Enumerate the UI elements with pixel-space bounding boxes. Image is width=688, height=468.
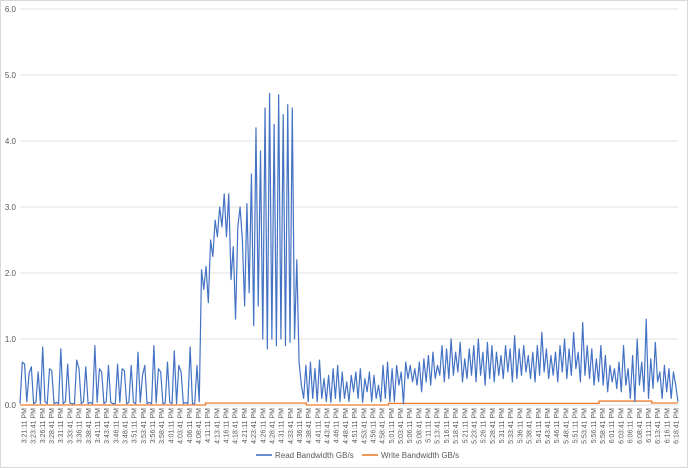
x-tick-label: 5:26:11 PM bbox=[481, 408, 488, 443]
x-tick-label: 3:23:41 PM bbox=[31, 408, 38, 444]
x-tick-label: 6:06:11 PM bbox=[628, 408, 635, 443]
x-tick-label: 4:51:11 PM bbox=[352, 408, 359, 443]
x-tick-label: 5:33:41 PM bbox=[508, 408, 515, 444]
x-tick-label: 6:16:11 PM bbox=[664, 408, 671, 443]
x-tick-label: 5:43:41 PM bbox=[545, 408, 552, 444]
x-tick-label: 5:18:41 PM bbox=[453, 408, 460, 444]
series-line-write-bandwidth bbox=[20, 400, 678, 406]
legend-label: Read Bandwidth GB/s bbox=[275, 451, 354, 460]
x-tick-label: 3:51:11 PM bbox=[132, 408, 139, 443]
x-tick-label: 4:21:11 PM bbox=[242, 408, 249, 443]
x-tick-label: 4:36:11 PM bbox=[297, 408, 304, 443]
x-tick-label: 5:48:41 PM bbox=[563, 408, 570, 444]
x-tick-label: 4:31:11 PM bbox=[279, 408, 286, 443]
x-tick-label: 4:33:41 PM bbox=[288, 408, 295, 444]
x-tick-label: 5:38:41 PM bbox=[527, 408, 534, 444]
y-tick-label: 4.0 bbox=[5, 137, 17, 146]
y-tick-label: 3.0 bbox=[5, 203, 17, 212]
x-tick-label: 5:41:11 PM bbox=[536, 408, 543, 443]
x-tick-label: 5:36:11 PM bbox=[517, 408, 524, 443]
x-tick-label: 4:46:11 PM bbox=[334, 408, 341, 443]
x-tick-label: 4:13:41 PM bbox=[214, 408, 221, 444]
x-tick-label: 4:08:41 PM bbox=[196, 408, 203, 444]
x-tick-label: 4:53:41 PM bbox=[361, 408, 368, 444]
x-tick-label: 4:11:11 PM bbox=[205, 408, 212, 443]
x-tick-label: 5:51:11 PM bbox=[572, 408, 579, 443]
legend-label: Write Bandwidth GB/s bbox=[381, 451, 459, 460]
x-tick-label: 3:21:11 PM bbox=[22, 408, 29, 443]
series-layer bbox=[19, 92, 679, 406]
x-tick-label: 5:11:11 PM bbox=[426, 408, 433, 443]
x-tick-label: 4:18:41 PM bbox=[233, 408, 240, 444]
y-tick-label: 6.0 bbox=[5, 5, 17, 14]
y-tick-label: 0.0 bbox=[5, 401, 17, 410]
x-tick-label: 4:43:41 PM bbox=[325, 408, 332, 444]
x-tick-label: 3:31:11 PM bbox=[58, 408, 65, 443]
x-tick-label: 3:58:41 PM bbox=[159, 408, 166, 444]
x-tick-label: 5:46:11 PM bbox=[554, 408, 561, 443]
x-axis: 3:21:11 PM 3:23:41 PM 3:26:11 PM 3:28:41 PM… bbox=[22, 408, 681, 444]
x-tick-label: 6:03:41 PM bbox=[618, 408, 625, 444]
x-tick-label: 4:38:41 PM bbox=[306, 408, 313, 444]
series-line-read-bandwidth bbox=[19, 92, 679, 405]
y-tick-label: 2.0 bbox=[5, 269, 17, 278]
x-tick-label: 4:26:11 PM bbox=[260, 408, 267, 443]
x-tick-label: 5:23:41 PM bbox=[471, 408, 478, 444]
x-tick-label: 4:41:11 PM bbox=[315, 408, 322, 443]
x-tick-label: 5:06:11 PM bbox=[407, 408, 414, 443]
x-tick-label: 4:56:11 PM bbox=[370, 408, 377, 443]
x-tick-label: 4:16:11 PM bbox=[224, 408, 231, 443]
x-tick-label: 4:03:41 PM bbox=[178, 408, 185, 444]
gridlines bbox=[20, 8, 678, 406]
x-tick-label: 4:58:41 PM bbox=[380, 408, 387, 444]
y-axis: 0.0 1.0 2.0 3.0 4.0 5.0 6.0 bbox=[5, 5, 17, 410]
x-tick-label: 5:53:41 PM bbox=[582, 408, 589, 444]
x-tick-label: 3:28:41 PM bbox=[49, 408, 56, 444]
x-tick-label: 4:48:41 PM bbox=[343, 408, 350, 444]
x-tick-label: 5:13:41 PM bbox=[435, 408, 442, 444]
x-tick-label: 5:03:41 PM bbox=[398, 408, 405, 444]
x-tick-label: 3:41:11 PM bbox=[95, 408, 102, 443]
x-tick-label: 4:23:41 PM bbox=[251, 408, 258, 444]
x-tick-label: 5:16:11 PM bbox=[444, 408, 451, 443]
x-tick-label: 6:18:41 PM bbox=[674, 408, 681, 444]
x-tick-label: 4:01:11 PM bbox=[168, 408, 175, 443]
x-tick-label: 3:53:41 PM bbox=[141, 408, 148, 444]
x-tick-label: 5:08:41 PM bbox=[416, 408, 423, 444]
x-tick-label: 5:58:41 PM bbox=[600, 408, 607, 444]
x-tick-label: 6:11:11 PM bbox=[646, 408, 653, 443]
x-tick-label: 3:38:41 PM bbox=[86, 408, 93, 444]
y-tick-label: 1.0 bbox=[5, 335, 17, 344]
x-tick-label: 5:21:11 PM bbox=[462, 408, 469, 443]
legend: Read Bandwidth GB/s Write Bandwidth GB/s bbox=[256, 451, 459, 460]
x-tick-label: 5:28:41 PM bbox=[490, 408, 497, 444]
x-tick-label: 3:46:11 PM bbox=[113, 408, 120, 443]
x-tick-label: 3:36:11 PM bbox=[77, 408, 84, 443]
x-tick-label: 3:48:41 PM bbox=[123, 408, 130, 444]
x-tick-label: 4:06:11 PM bbox=[187, 408, 194, 443]
x-tick-label: 3:43:41 PM bbox=[104, 408, 111, 444]
x-tick-label: 3:56:11 PM bbox=[150, 408, 157, 443]
x-tick-label: 4:28:41 PM bbox=[269, 408, 276, 444]
x-tick-label: 3:26:11 PM bbox=[40, 408, 47, 443]
x-tick-label: 6:13:41 PM bbox=[655, 408, 662, 444]
x-tick-label: 3:33:41 PM bbox=[67, 408, 74, 444]
x-tick-label: 6:08:41 PM bbox=[637, 408, 644, 444]
x-tick-label: 5:56:11 PM bbox=[591, 408, 598, 443]
x-tick-label: 5:01:11 PM bbox=[389, 408, 396, 443]
x-tick-label: 6:01:11 PM bbox=[609, 408, 616, 443]
y-tick-label: 5.0 bbox=[5, 71, 17, 80]
x-tick-label: 5:31:11 PM bbox=[499, 408, 506, 443]
